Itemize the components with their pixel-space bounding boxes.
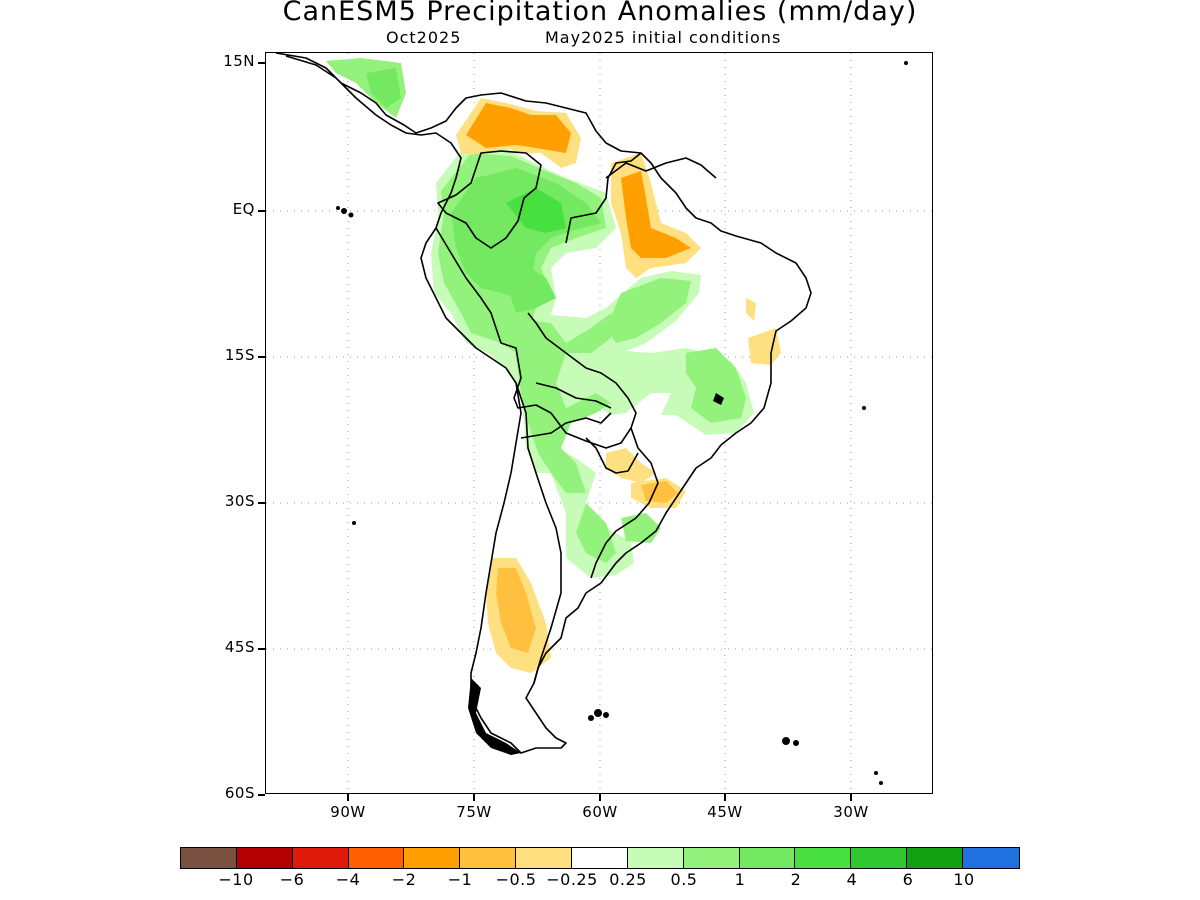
color-swatch: [907, 848, 964, 868]
lat-label: 45S: [224, 638, 255, 656]
lat-label: 15N: [223, 52, 255, 70]
wet-anomaly-areas: [326, 58, 754, 578]
anomaly-map: [266, 53, 932, 793]
color-swatch: [627, 848, 684, 868]
map-panel: [265, 52, 933, 794]
forecast-month: Oct2025: [386, 28, 462, 47]
color-scale-label: −0.5: [495, 870, 537, 889]
islands: [336, 61, 908, 785]
color-swatch: [181, 848, 237, 868]
color-swatch: [348, 848, 405, 868]
tick-eq: [258, 210, 265, 212]
lat-label: 30S: [224, 492, 255, 510]
color-scale-label: 2: [790, 870, 802, 889]
color-scale-label: −2: [391, 870, 417, 889]
color-swatch: [739, 848, 796, 868]
color-swatch: [683, 848, 740, 868]
tick-15s: [258, 356, 265, 358]
lat-label: 60S: [224, 784, 255, 802]
tick-45w: [724, 794, 726, 801]
tick-90w: [347, 794, 349, 801]
lon-label: 75W: [456, 803, 492, 821]
color-swatch: [460, 848, 517, 868]
lon-label: 60W: [582, 803, 618, 821]
graticule: [266, 53, 932, 793]
color-swatch: [851, 848, 908, 868]
color-scale-label: 10: [953, 870, 975, 889]
tick-75w: [473, 794, 475, 801]
color-scale-label: −6: [279, 870, 305, 889]
color-scale-label: 0.25: [609, 870, 647, 889]
lon-label: 30W: [833, 803, 869, 821]
tick-30w: [850, 794, 852, 801]
initial-conditions: May2025 initial conditions: [545, 28, 782, 47]
tick-45s: [258, 648, 265, 650]
color-scale-label: −1: [447, 870, 473, 889]
tick-60s: [258, 794, 265, 796]
color-swatch: [292, 848, 349, 868]
lat-label: EQ: [232, 200, 255, 218]
color-scale-label: 1: [734, 870, 746, 889]
color-scale-label: 6: [902, 870, 914, 889]
lat-label: 15S: [224, 346, 255, 364]
color-scale: [180, 847, 1020, 869]
color-swatch: [236, 848, 293, 868]
coastlines: [275, 53, 812, 754]
color-swatch: [404, 848, 461, 868]
tick-60w: [599, 794, 601, 801]
color-scale-label: −0.25: [546, 870, 598, 889]
color-scale-label: −4: [335, 870, 361, 889]
lon-label: 45W: [707, 803, 743, 821]
tick-15n: [258, 62, 265, 64]
color-scale-label: 0.5: [670, 870, 698, 889]
map-title: CanESM5 Precipitation Anomalies (mm/day): [282, 0, 918, 27]
color-swatch: [963, 848, 1019, 868]
color-swatch: [795, 848, 852, 868]
color-swatch: [572, 848, 628, 868]
color-scale-label: 4: [846, 870, 858, 889]
color-scale-label: −10: [218, 870, 254, 889]
dry-anomaly-areas: [456, 98, 781, 673]
lon-label: 90W: [330, 803, 366, 821]
tick-30s: [258, 502, 265, 504]
color-swatch: [516, 848, 573, 868]
